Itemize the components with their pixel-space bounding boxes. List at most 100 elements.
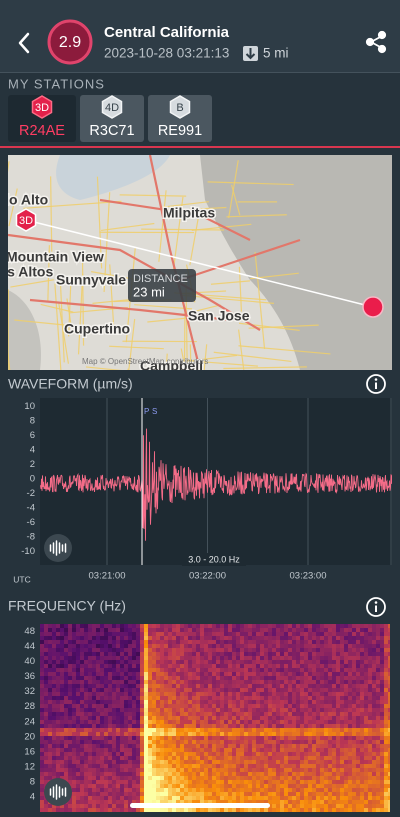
spectrogram-cell — [308, 804, 312, 808]
spectrogram-cell — [264, 768, 268, 772]
spectrogram-cell — [308, 760, 312, 764]
spectrogram-cell — [328, 780, 332, 784]
spectrogram-cell — [224, 720, 228, 724]
spectrogram-cell — [200, 704, 204, 708]
spectrogram-cell — [108, 668, 112, 672]
spectrogram-cell — [64, 668, 68, 672]
spectrogram-cell — [332, 752, 336, 756]
spectrogram-cell — [372, 732, 376, 736]
spectrogram-cell — [112, 764, 116, 768]
spectrogram-cell — [120, 784, 124, 788]
spectrogram-cell — [240, 688, 244, 692]
spectrogram-cell — [352, 780, 356, 784]
share-button[interactable] — [365, 30, 387, 54]
spectrogram-cell — [324, 736, 328, 740]
spectrogram-cell — [132, 724, 136, 728]
spectrogram-cell — [56, 748, 60, 752]
spectrogram-cell — [188, 776, 192, 780]
spectrogram-cell — [320, 808, 324, 812]
spectrogram-cell — [228, 736, 232, 740]
spectrogram-cell — [336, 648, 340, 652]
spectrogram-cell — [148, 712, 152, 716]
spectrogram-cell — [296, 680, 300, 684]
phase-label: S — [152, 407, 157, 416]
frequency-info-button[interactable] — [366, 597, 386, 617]
spectrogram-cell — [124, 708, 128, 712]
spectrogram-cell — [188, 684, 192, 688]
back-button[interactable] — [18, 32, 30, 54]
spectrogram-cell — [264, 784, 268, 788]
spectrogram-cell — [168, 696, 172, 700]
spectrogram-cell — [168, 676, 172, 680]
spectrogram-cell — [120, 808, 124, 812]
home-indicator — [130, 803, 270, 808]
spectrogram-cell — [360, 636, 364, 640]
spectrogram-cell — [356, 720, 360, 724]
spectrogram-cell — [248, 680, 252, 684]
spectrogram-cell — [384, 744, 388, 748]
road — [96, 176, 103, 269]
spectrogram-cell — [48, 628, 52, 632]
road — [158, 190, 167, 262]
waveform-info-button[interactable] — [366, 374, 386, 394]
spectrogram-cell — [168, 764, 172, 768]
audio-button[interactable] — [44, 778, 72, 806]
spectrogram-cell — [224, 760, 228, 764]
spectrogram-cell — [256, 668, 260, 672]
spectrogram-cell — [244, 800, 248, 804]
spectrogram-cell — [228, 776, 232, 780]
spectrogram-cell — [128, 804, 132, 808]
spectrogram-cell — [148, 628, 152, 632]
spectrogram-cell — [40, 788, 44, 792]
spectrogram-cell — [332, 648, 336, 652]
spectrogram-cell — [208, 772, 212, 776]
spectrogram-cell — [272, 772, 276, 776]
spectrogram-cell — [336, 628, 340, 632]
spectrogram-cell — [356, 676, 360, 680]
spectrogram-cell — [48, 808, 52, 812]
spectrogram-cell — [376, 780, 380, 784]
spectrogram-cell — [168, 668, 172, 672]
audio-button[interactable] — [44, 534, 72, 562]
spectrogram-cell — [372, 784, 376, 788]
road — [165, 353, 168, 370]
spectrogram-cell — [360, 712, 364, 716]
spectrogram-cell — [384, 684, 388, 688]
spectrogram-cell — [136, 776, 140, 780]
spectrogram-cell — [172, 732, 176, 736]
spectrogram-cell — [168, 752, 172, 756]
spectrogram-cell — [40, 696, 44, 700]
spectrogram-cell — [376, 736, 380, 740]
spectrogram-cell — [380, 660, 384, 664]
spectrogram-cell — [288, 632, 292, 636]
spectrogram-cell — [320, 668, 324, 672]
spectrogram-cell — [116, 712, 120, 716]
spectrogram-cell — [72, 624, 76, 628]
spectrogram-cell — [236, 644, 240, 648]
road — [14, 319, 96, 329]
spectrogram-cell — [284, 632, 288, 636]
spectrogram-cell — [224, 660, 228, 664]
spectrogram-cell — [140, 772, 144, 776]
spectrogram-cell — [244, 668, 248, 672]
spectrogram-cell — [184, 696, 188, 700]
spectrogram-cell — [364, 748, 368, 752]
spectrogram-cell — [164, 688, 168, 692]
spectrogram-cell — [56, 668, 60, 672]
spectrogram-cell — [128, 700, 132, 704]
spectrogram-cell — [84, 636, 88, 640]
spectrogram-cell — [96, 716, 100, 720]
spectrogram-cell — [184, 688, 188, 692]
spectrogram-cell — [364, 656, 368, 660]
spectrogram-cell — [344, 732, 348, 736]
spectrogram-cell — [144, 656, 148, 660]
spectrogram-cell — [220, 636, 224, 640]
spectrogram-cell — [152, 752, 156, 756]
spectrogram-cell — [360, 796, 364, 800]
spectrogram-cell — [216, 636, 220, 640]
spectrogram-cell — [152, 624, 156, 628]
